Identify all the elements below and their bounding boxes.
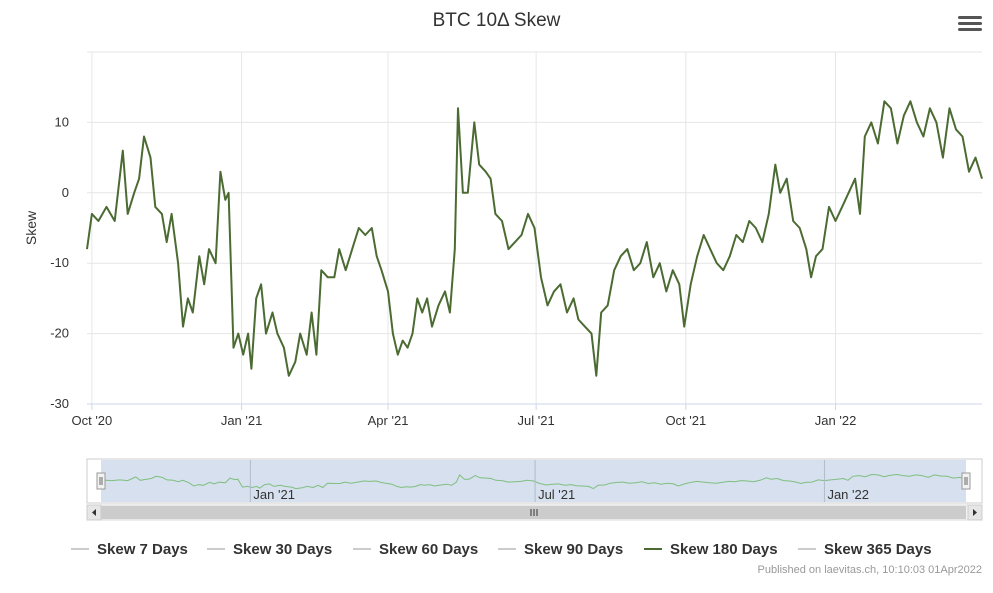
series-line-skew-180-days[interactable] [86, 100, 983, 377]
navigator-handle-icon[interactable] [96, 472, 106, 490]
legend-swatch [644, 548, 662, 550]
legend-swatch [498, 548, 516, 550]
legend-item[interactable]: Skew 365 Days [798, 539, 932, 559]
navigator-series [100, 473, 967, 490]
legend-swatch [71, 548, 89, 550]
legend-label: Skew 60 Days [379, 540, 479, 558]
legend-swatch [207, 548, 225, 550]
navigator-tick-label: Jan '21 [253, 487, 295, 502]
chart-title: BTC 10Δ Skew [432, 10, 561, 31]
legend-label: Skew 180 Days [670, 540, 778, 558]
x-tick-label: Jan '21 [221, 413, 263, 428]
x-tick-label: Jul '21 [518, 413, 555, 428]
legend-item[interactable]: Skew 60 Days [353, 539, 478, 559]
legend-label: Skew 365 Days [824, 540, 932, 558]
y-tick-label: 10 [55, 114, 69, 129]
legend-item[interactable]: Skew 180 Days [644, 539, 778, 559]
legend-label: Skew 30 Days [233, 540, 333, 558]
arrow-left-icon[interactable] [86, 504, 102, 521]
x-tick-label: Oct '20 [71, 413, 112, 428]
navigator-tick-label: Jul '21 [538, 487, 575, 502]
y-tick-label: 0 [62, 185, 69, 200]
x-tick-label: Jan '22 [815, 413, 857, 428]
axes: -30 -20 -10 0 10 Oct '20 Jan '21 Apr '21 Jul '21… [50, 114, 982, 428]
navigator-ticks: Jan '21 Jul '21 Jan '22 [249, 460, 869, 502]
legend-item[interactable]: Skew 7 Days [71, 539, 188, 559]
scrollbar[interactable] [86, 504, 983, 521]
grip-icon[interactable] [530, 509, 538, 516]
y-tick-label: -30 [50, 396, 69, 411]
legend-swatch [798, 548, 816, 550]
series-layer [86, 100, 983, 377]
navigator[interactable]: Jan '21 Jul '21 Jan '22 [86, 458, 983, 504]
x-tick-label: Oct '21 [665, 413, 706, 428]
legend-label: Skew 90 Days [524, 540, 624, 558]
navigator-tick-label: Jan '22 [827, 487, 869, 502]
grid-lines [87, 51, 982, 405]
hamburger-menu-icon[interactable] [958, 16, 982, 36]
legend-item[interactable]: Skew 30 Days [207, 539, 332, 559]
x-tick-label: Apr '21 [368, 413, 409, 428]
legend-label: Skew 7 Days [97, 540, 188, 558]
navigator-handle-icon[interactable] [961, 472, 971, 490]
arrow-right-icon[interactable] [967, 504, 983, 521]
legend-item[interactable]: Skew 90 Days [498, 539, 623, 559]
legend-swatch [353, 548, 371, 550]
y-axis-label: Skew [23, 210, 39, 245]
navigator-series-line [100, 473, 967, 490]
y-tick-label: -10 [50, 255, 69, 270]
y-tick-label: -20 [50, 326, 69, 341]
credits: Published on laevitas.ch, 10:10:03 01Apr… [757, 564, 982, 576]
